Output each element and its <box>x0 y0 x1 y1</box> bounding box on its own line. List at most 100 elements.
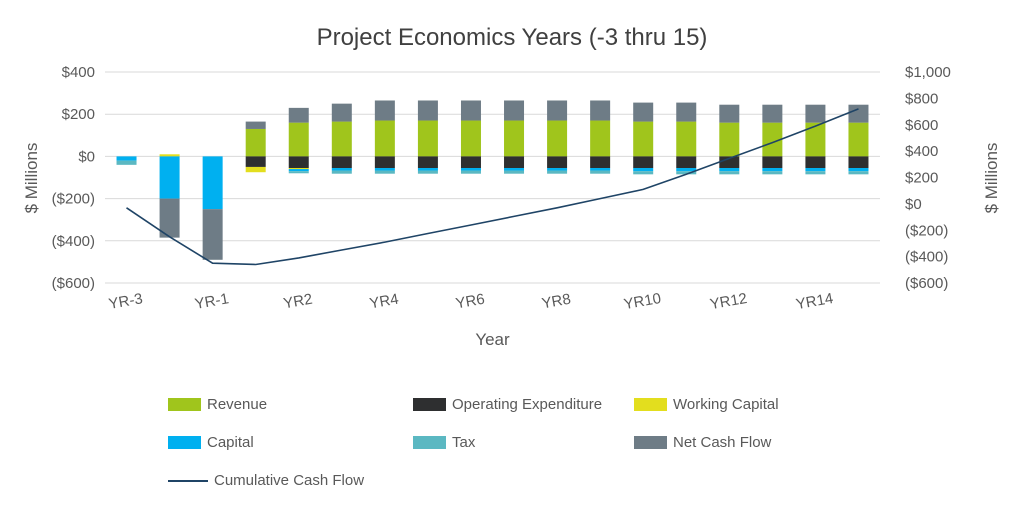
x-axis-tick-label: YR10 <box>622 290 662 313</box>
bar-segment-net-cash-flow <box>762 104 783 123</box>
x-axis-tick-label: YR-3 <box>107 290 144 313</box>
bar-segment-capital <box>719 168 740 172</box>
bar-segment-net-cash-flow <box>633 102 654 122</box>
bar-segment-capital <box>331 168 352 171</box>
bar-segment-capital <box>374 168 395 171</box>
bar-segment-net-cash-flow <box>590 100 611 121</box>
legend-item-capital: Capital <box>168 434 413 451</box>
bar-segment-tax <box>417 170 438 174</box>
right-axis-tick-label: $800 <box>905 90 938 107</box>
x-axis-tick-label: YR12 <box>709 290 749 313</box>
bar-segment-capital <box>676 168 697 172</box>
bar-segment-net-cash-flow <box>848 104 869 123</box>
bar-segment-operating-expenditure <box>331 156 352 169</box>
bar-segment-net-cash-flow <box>417 100 438 121</box>
right-axis-tick-label: $1,000 <box>905 64 951 81</box>
bar-segment-operating-expenditure <box>676 156 697 169</box>
bar-segment-revenue <box>762 122 783 157</box>
bar-segment-tax <box>762 171 783 175</box>
operating-expenditure-swatch-icon <box>413 398 446 411</box>
bar-segment-net-cash-flow <box>504 100 525 121</box>
left-axis-tick-label: $400 <box>62 64 95 81</box>
bar-segment-revenue <box>504 120 525 157</box>
bar-segment-working-capital <box>245 166 266 173</box>
bar-segment-capital <box>805 168 826 172</box>
bar-segment-tax <box>848 171 869 175</box>
bar-segment-tax <box>633 171 654 175</box>
bar-segment-net-cash-flow <box>159 198 180 238</box>
left-axis-tick-label: $200 <box>62 106 95 123</box>
bar-segment-tax <box>504 170 525 174</box>
right-axis-tick-label: ($400) <box>905 249 948 266</box>
bar-segment-net-cash-flow <box>245 121 266 129</box>
bar-segment-revenue <box>547 120 568 157</box>
bar-segment-tax <box>374 170 395 174</box>
legend: Revenue Operating Expenditure Working Ca… <box>168 396 779 489</box>
right-axis-tick-label: ($200) <box>905 222 948 239</box>
x-axis-tick-label: YR8 <box>540 291 572 313</box>
bar-segment-operating-expenditure <box>719 156 740 169</box>
bar-segment-operating-expenditure <box>590 156 611 169</box>
bar-segment-tax <box>547 170 568 174</box>
left-axis-tick-label: ($200) <box>52 191 95 208</box>
bar-segment-operating-expenditure <box>460 156 481 169</box>
bar-segment-net-cash-flow <box>331 103 352 122</box>
legend-label-revenue: Revenue <box>207 396 268 413</box>
bar-segment-operating-expenditure <box>288 156 309 169</box>
bar-segment-capital <box>504 168 525 171</box>
bar-segment-capital <box>116 156 137 161</box>
bar-segment-tax <box>805 171 826 175</box>
bar-segment-net-cash-flow <box>288 107 309 123</box>
cumulative-cash-flow-line-icon <box>168 479 208 482</box>
bar-segment-capital <box>202 156 223 210</box>
right-axis-tick-label: $0 <box>905 196 922 213</box>
bar-segment-operating-expenditure <box>848 156 869 169</box>
x-axis-tick-label: YR-1 <box>194 290 231 313</box>
bar-segment-tax <box>719 171 740 175</box>
bar-segment-operating-expenditure <box>374 156 395 169</box>
left-axis-tick-label: ($600) <box>52 275 95 292</box>
bar-segment-net-cash-flow <box>805 104 826 123</box>
bar-segment-net-cash-flow <box>202 209 223 260</box>
revenue-swatch-icon <box>168 398 201 411</box>
legend-label-tax: Tax <box>452 434 476 451</box>
bar-segment-net-cash-flow <box>676 102 697 122</box>
bar-segment-tax <box>460 170 481 174</box>
bar-segment-revenue <box>245 128 266 157</box>
plot-area: $400 $200 $0 ($200) ($400) ($600) $1,000 $800 $6… <box>52 64 951 313</box>
legend-item-operating-expenditure: Operating Expenditure <box>413 396 634 413</box>
right-axis-tick-label: $600 <box>905 117 938 134</box>
bar-segment-capital <box>159 156 180 199</box>
legend-label-capital: Capital <box>207 434 254 451</box>
right-axis-tick-label: $400 <box>905 143 938 160</box>
bar-segment-net-cash-flow <box>719 104 740 123</box>
net-cash-flow-swatch-icon <box>634 436 667 449</box>
bar-segment-revenue <box>374 120 395 157</box>
bar-segment-capital <box>547 168 568 171</box>
bar-segment-working-capital <box>159 154 180 157</box>
right-y-axis-title: $ Millions <box>982 142 1001 214</box>
bar-segment-net-cash-flow <box>374 100 395 121</box>
bar-segment-revenue <box>288 122 309 157</box>
x-axis-title: Year <box>475 330 510 349</box>
bar-segment-net-cash-flow <box>460 100 481 121</box>
bar-segment-revenue <box>676 121 697 157</box>
bar-segment-operating-expenditure <box>633 156 654 169</box>
legend-item-net-cash-flow: Net Cash Flow <box>634 434 779 451</box>
bar-segment-tax <box>676 171 697 175</box>
bar-segment-revenue <box>590 120 611 157</box>
bar-segment-tax <box>288 171 309 174</box>
bar-segment-revenue <box>719 122 740 157</box>
legend-item-cumulative-cash-flow: Cumulative Cash Flow <box>168 472 413 489</box>
bar-segment-operating-expenditure <box>417 156 438 169</box>
x-axis-tick-label: YR6 <box>454 291 486 313</box>
left-y-axis-title: $ Millions <box>22 142 41 214</box>
bar-segment-revenue <box>460 120 481 157</box>
right-axis-tick-label: $200 <box>905 170 938 187</box>
working-capital-swatch-icon <box>634 398 667 411</box>
chart-title: Project Economics Years (-3 thru 15) <box>316 24 708 51</box>
bar-segment-revenue <box>417 120 438 157</box>
cumulative-cash-flow-line <box>126 108 859 266</box>
legend-label-cumulative-cash-flow: Cumulative Cash Flow <box>214 472 365 489</box>
bar-segment-capital <box>460 168 481 171</box>
